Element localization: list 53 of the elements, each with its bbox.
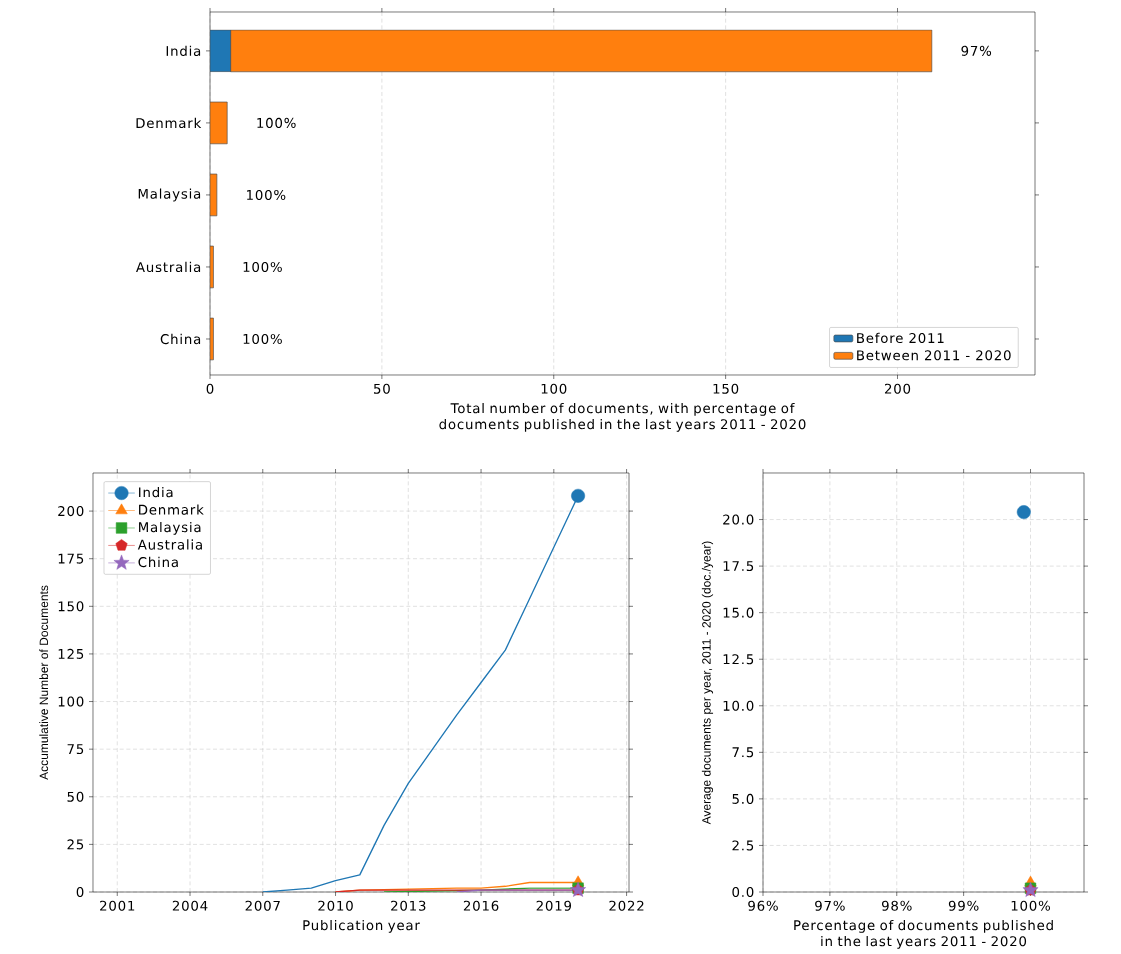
x-tick-label: 2010: [318, 900, 353, 911]
y-tick-label: 125: [58, 648, 84, 659]
x-tick-label: 50: [374, 383, 390, 394]
y-tick-label: 5.0: [732, 793, 754, 804]
y-tick-label: Australia: [136, 261, 201, 273]
x-tick-label: 200: [884, 383, 911, 394]
y-tick-label: 175: [58, 553, 84, 564]
y-tick-label: 2.5: [732, 840, 754, 851]
y-tick-label: 0: [76, 886, 84, 898]
x-tick-label: 2004: [172, 900, 208, 911]
x-tick-label: 2019: [536, 900, 572, 911]
annotation: 100%: [243, 333, 282, 345]
y-tick-label: 20.0: [723, 514, 754, 525]
x-tick-label: 150: [713, 383, 739, 394]
y-tick-label: 12.5: [723, 654, 754, 665]
y-tick-label: Malaysia: [138, 188, 201, 202]
y-tick-label: 17.5: [723, 561, 754, 572]
x-tick-label: 98%: [881, 900, 912, 911]
x-axis-title: Percentage of documents published in the last years 2011 - 2020: [794, 919, 1053, 949]
x-tick-label: 2016: [463, 900, 499, 911]
y-tick-label: 7.5: [732, 747, 754, 758]
y-tick-label: 25: [67, 839, 84, 850]
x-tick-label: 96%: [748, 900, 778, 911]
x-tick-label: 2001: [100, 900, 135, 911]
x-tick-label: 99%: [948, 900, 979, 911]
y-tick-label: 10.0: [723, 700, 754, 711]
annotation: 100%: [247, 189, 286, 200]
y-tick-label: 75: [67, 744, 84, 755]
y-tick-label: 0.0: [732, 886, 754, 898]
x-tick-label: 2007: [245, 900, 280, 911]
x-tick-label: 100%: [1011, 900, 1051, 911]
legend-label: Between 2011 - 2020: [857, 350, 1011, 361]
x-tick-label: 100: [541, 383, 567, 394]
legend-label: Before 2011: [857, 332, 944, 344]
annotation: 100%: [243, 261, 282, 272]
y-tick-label: 200: [58, 506, 84, 517]
y-tick-label: 15.0: [723, 607, 754, 618]
y-tick-label: Denmark: [136, 117, 202, 129]
x-axis-title: Total number of documents, with percentage of documents published in the last years 2011 - 2020: [439, 402, 806, 432]
x-tick-label: 97%: [815, 900, 845, 911]
y-tick-label: China: [160, 333, 201, 345]
y-tick-label: 150: [58, 601, 84, 612]
x-tick-label: 2022: [609, 900, 644, 911]
y-axis-title: Accumulative Number of Documents: [39, 585, 49, 780]
annotation: 97%: [961, 45, 992, 56]
x-axis-title: Publication year: [303, 919, 420, 933]
x-tick-label: 2013: [391, 900, 426, 911]
x-tick-label: 0: [206, 383, 214, 394]
y-tick-label: 50: [67, 791, 84, 802]
y-tick-label: 100: [58, 696, 84, 707]
y-tick-label: India: [166, 45, 201, 57]
annotation: 100%: [257, 117, 296, 128]
y-axis-title: Average documents per year, 2011 - 2020 (doc./year): [701, 541, 714, 825]
